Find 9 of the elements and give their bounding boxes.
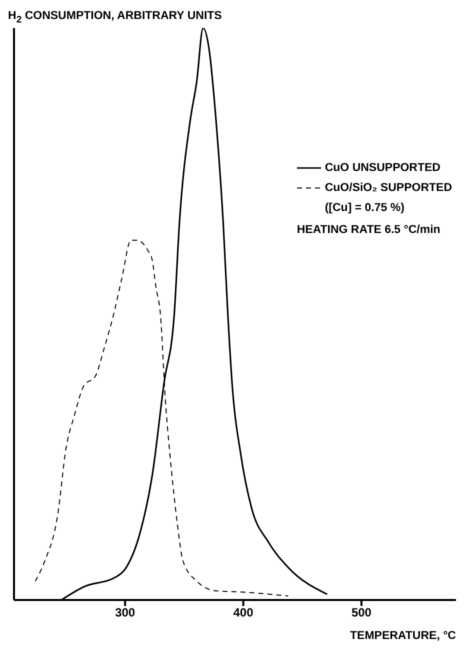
x-axis-title: TEMPERATURE, °C <box>350 630 456 642</box>
y-axis-title: H$_{2}$ CONSUMPTION, ARBITRARY UNITS <box>8 10 222 26</box>
legend-label: CuO/SiO₂ SUPPORTED <box>324 181 452 196</box>
annotation: ([Cu] = 0.75 %) <box>324 201 406 216</box>
x-tick-label: 300 <box>115 606 136 620</box>
annotation: HEATING RATE 6.5 °C/min <box>296 223 442 238</box>
legend-label: CuO UNSUPPORTED <box>324 161 440 176</box>
x-tick-label: 500 <box>351 606 372 620</box>
x-tick-label: 400 <box>233 606 254 620</box>
